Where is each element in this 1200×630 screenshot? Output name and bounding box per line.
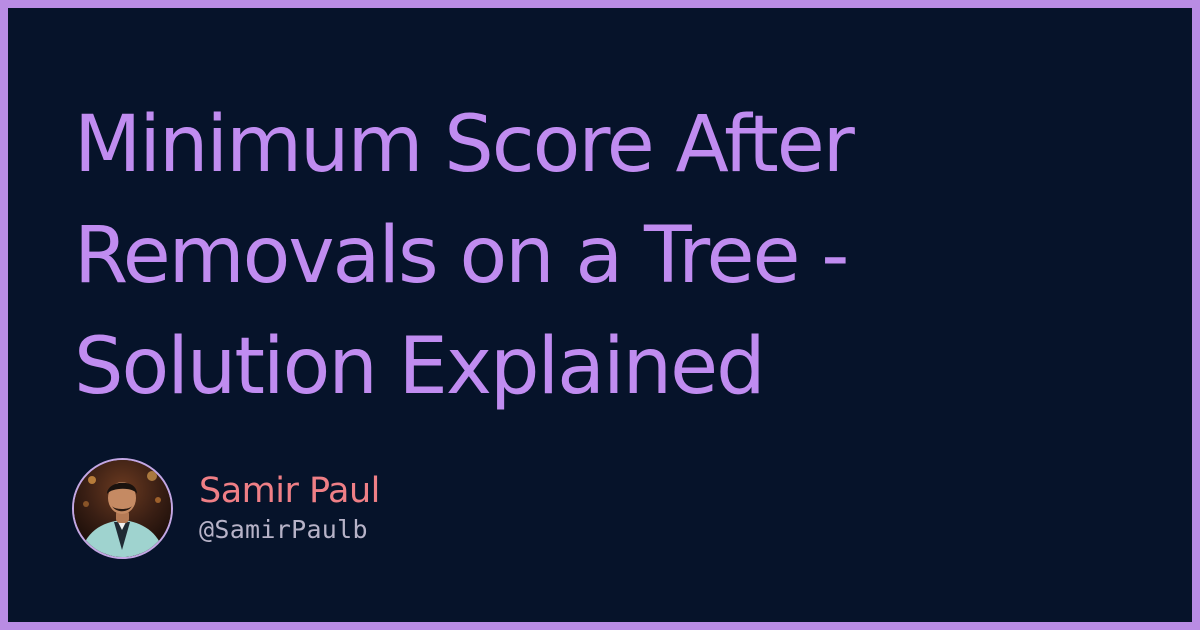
author-text: Samir Paul @SamirPaulb bbox=[199, 469, 380, 547]
author-name: Samir Paul bbox=[199, 471, 380, 511]
blog-card: Minimum Score After Removals on a Tree -… bbox=[8, 8, 1192, 622]
avatar bbox=[72, 457, 173, 559]
author-handle: @SamirPaulb bbox=[199, 515, 368, 544]
page-title: Minimum Score After Removals on a Tree -… bbox=[74, 100, 855, 412]
avatar-image bbox=[74, 459, 171, 557]
author-block: Samir Paul @SamirPaulb bbox=[72, 457, 380, 559]
